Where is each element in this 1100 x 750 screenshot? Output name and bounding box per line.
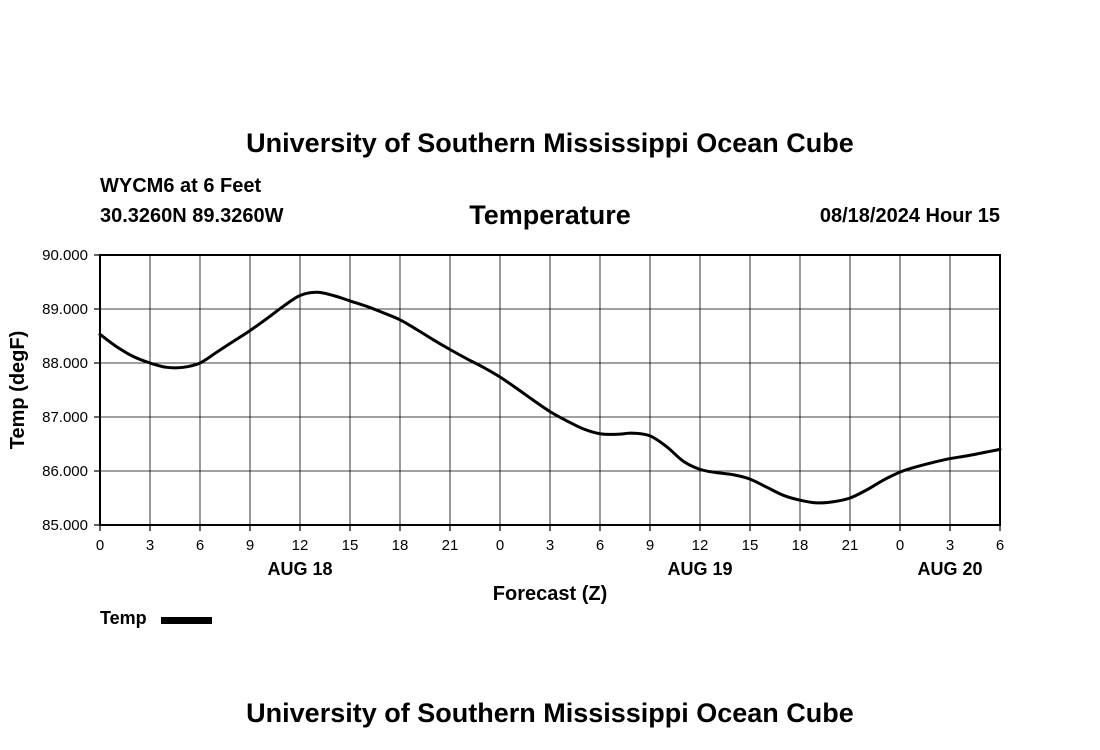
grid [99,254,1001,526]
y-tick-label: 85.000 [42,517,88,534]
series-line-temp [98,290,1002,505]
day-label: AUG 20 [917,559,982,579]
y-tick-label: 89.000 [42,301,88,318]
x-tick-label: 0 [496,537,504,554]
x-tick-label: 0 [896,537,904,554]
x-tick-label: 21 [842,537,859,554]
day-label: AUG 18 [267,559,332,579]
forecast-datetime: 08/18/2024 Hour 15 [819,205,1000,227]
series-layer [98,290,1002,505]
x-tick-label: 6 [596,537,604,554]
x-tick-label: 18 [792,537,809,554]
x-tick-label: 3 [146,537,154,554]
legend-swatch [161,617,212,624]
axis-ticks [94,254,1001,531]
chart-title: Temperature [469,200,631,230]
x-tick-label: 18 [392,537,409,554]
station-label: WYCM6 at 6 Feet [100,175,262,197]
plot-frame [99,254,1001,526]
y-axis-title: Temp (degF) [7,331,29,450]
y-tick-label: 87.000 [42,409,88,426]
axis-tick-labels: 0 3 6 9 12 15 18 21 0 3 6 9 12 15 18 21 0 3 6 85.000 86.000 8… [42,247,1004,579]
x-axis-title: Forecast (Z) [493,583,607,605]
x-tick-label: 3 [546,537,554,554]
y-tick-label: 90.000 [42,247,88,264]
x-tick-label: 9 [646,537,654,554]
x-tick-label: 15 [742,537,759,554]
x-tick-label: 3 [946,537,954,554]
x-tick-label: 6 [196,537,204,554]
x-tick-label: 12 [292,537,309,554]
x-tick-label: 0 [96,537,104,554]
x-tick-label: 12 [692,537,709,554]
page-title: University of Southern Mississippi Ocean… [246,128,854,158]
footer-title: University of Southern Mississippi Ocean… [246,698,854,728]
x-tick-label: 6 [996,537,1004,554]
coordinates-label: 30.3260N 89.3260W [100,205,284,227]
legend-label: Temp [100,608,147,628]
y-tick-label: 86.000 [42,463,88,480]
x-tick-label: 15 [342,537,359,554]
y-tick-label: 88.000 [42,355,88,372]
day-label: AUG 19 [667,559,732,579]
x-tick-label: 21 [442,537,459,554]
x-tick-label: 9 [246,537,254,554]
